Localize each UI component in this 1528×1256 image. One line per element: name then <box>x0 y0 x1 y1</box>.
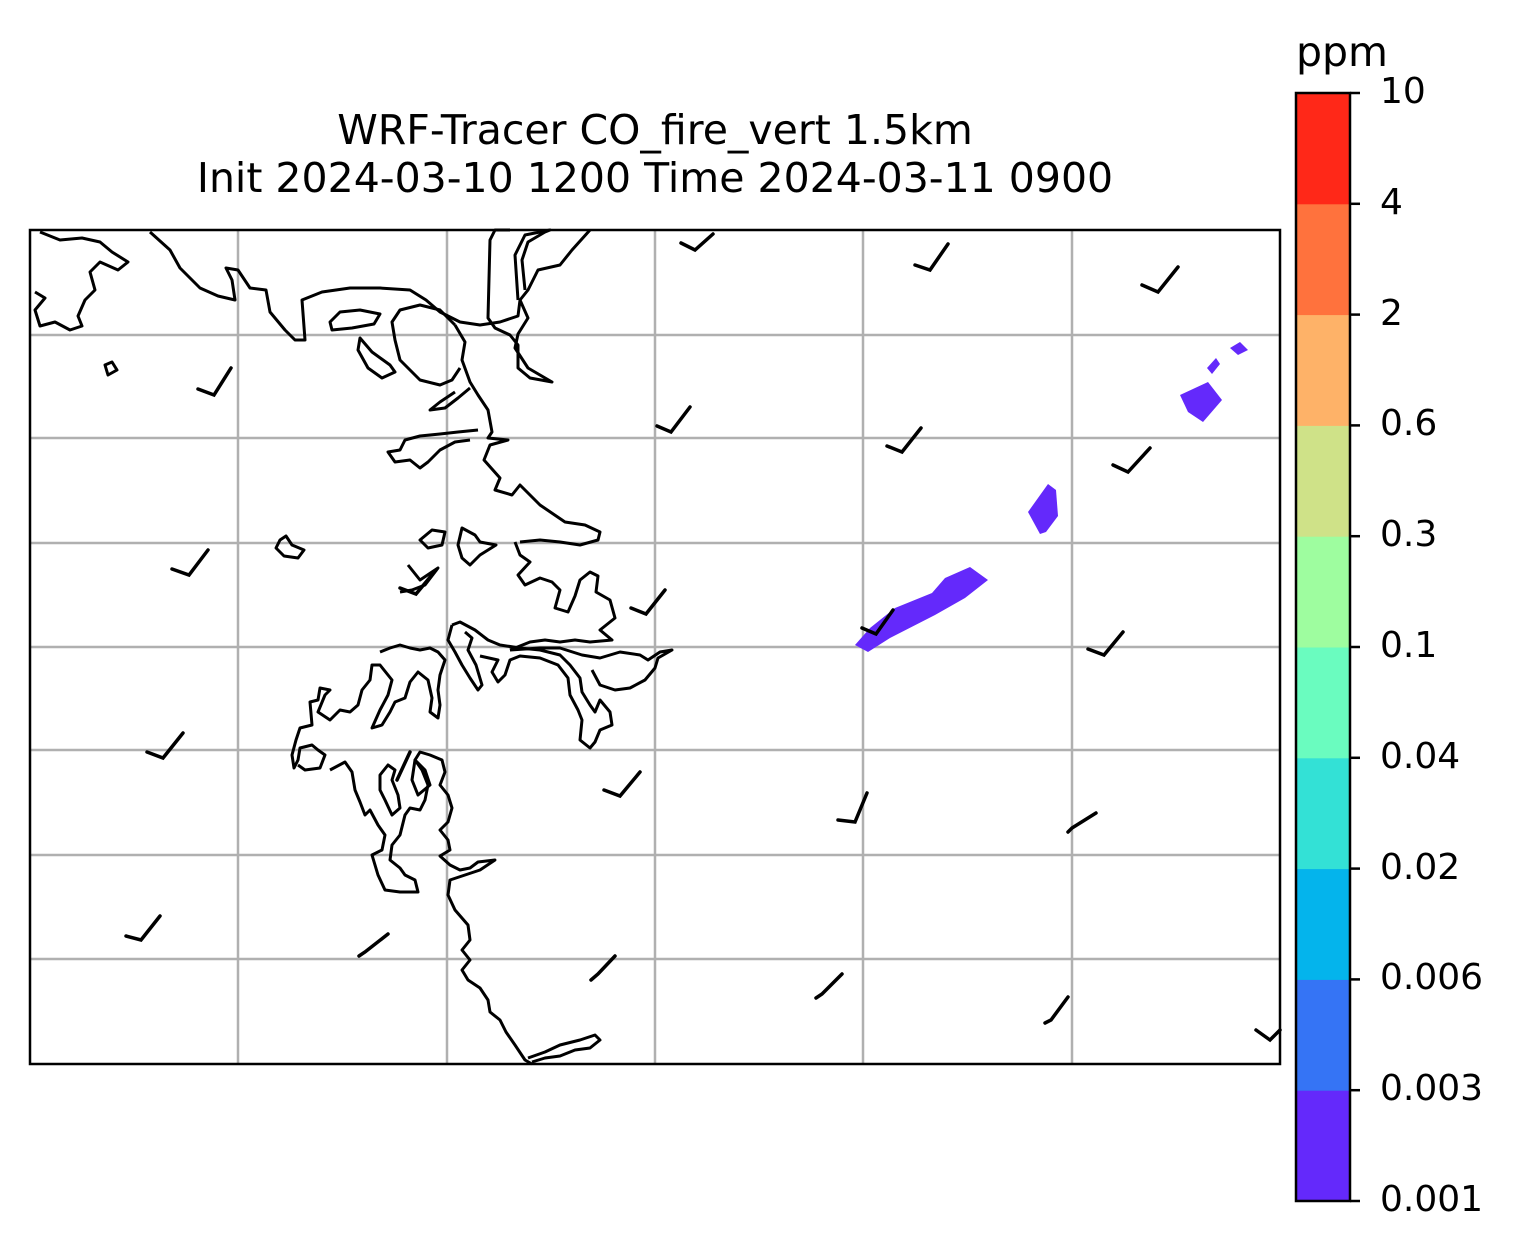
gridlines <box>30 230 1280 1064</box>
wind-barb <box>836 791 869 824</box>
colorbar-tick-label: 0.02 <box>1380 846 1461 888</box>
wind-barb <box>1086 630 1125 658</box>
wind-barb <box>602 770 642 799</box>
colorbar-band <box>1296 425 1350 537</box>
plume-upper <box>1180 382 1222 422</box>
wind-barb <box>1254 1028 1282 1043</box>
colorbar-band <box>1296 979 1350 1091</box>
colorbar-band <box>1296 647 1350 759</box>
colorbar-tick-label: 0.006 <box>1380 957 1484 999</box>
map-frame <box>28 228 1282 1066</box>
wind-barb <box>357 932 390 958</box>
colorbar-band <box>1296 93 1350 205</box>
colorbar-tick-label: 0.3 <box>1380 514 1438 556</box>
plume-speck-1 <box>1207 358 1220 374</box>
wind-barb <box>1066 811 1098 834</box>
title-line-1: WRF-Tracer CO_fire_vert 1.5km <box>337 106 973 154</box>
colorbar-tick-label: 10 <box>1380 71 1426 112</box>
wind-barb <box>589 954 617 982</box>
wind-barbs <box>124 232 1282 1043</box>
map-title: WRF-Tracer CO_fire_vert 1.5km Init 2024-… <box>30 106 1280 202</box>
colorbar-tick-label: 0.6 <box>1380 403 1438 445</box>
tracer-plume <box>855 342 1248 652</box>
colorbar <box>1294 91 1360 1203</box>
wind-barb <box>145 731 185 761</box>
wind-barb <box>679 232 715 253</box>
wind-barb <box>1043 995 1070 1025</box>
wind-barb <box>170 548 210 578</box>
wind-barb <box>814 972 844 1000</box>
colorbar-tick-label: 4 <box>1380 181 1403 223</box>
plume-mid <box>1028 484 1058 534</box>
wind-barb <box>885 426 923 455</box>
colorbar-band <box>1296 536 1350 648</box>
wind-barb <box>1111 446 1152 475</box>
wind-barb <box>655 405 692 435</box>
colorbar-band <box>1296 1090 1350 1202</box>
wind-barb <box>395 750 412 782</box>
colorbar-tick-label: 2 <box>1380 292 1403 334</box>
wind-barb <box>196 366 233 398</box>
wind-barb <box>124 914 162 942</box>
plume-main <box>855 567 988 652</box>
colorbar-tick-label: 0.003 <box>1380 1068 1484 1110</box>
title-line-2: Init 2024-03-10 1200 Time 2024-03-11 090… <box>196 154 1114 202</box>
colorbar-tick-label: 0.1 <box>1380 625 1438 666</box>
wind-barb <box>629 588 667 617</box>
wind-barb <box>398 568 438 597</box>
wind-barb <box>1140 265 1180 295</box>
colorbar-band <box>1296 757 1350 870</box>
colorbar-unit-label: ppm <box>1296 28 1388 76</box>
wind-barb <box>913 242 950 273</box>
plume-speck-2 <box>1230 342 1248 355</box>
colorbar-tick-label: 0.04 <box>1380 735 1461 777</box>
wind-barb <box>860 608 895 637</box>
colorbar-band <box>1296 314 1350 426</box>
colorbar-band <box>1296 868 1350 980</box>
colorbar-band <box>1296 203 1350 316</box>
colorbar-tick-label: 0.001 <box>1380 1179 1484 1220</box>
coastlines <box>33 228 674 1066</box>
